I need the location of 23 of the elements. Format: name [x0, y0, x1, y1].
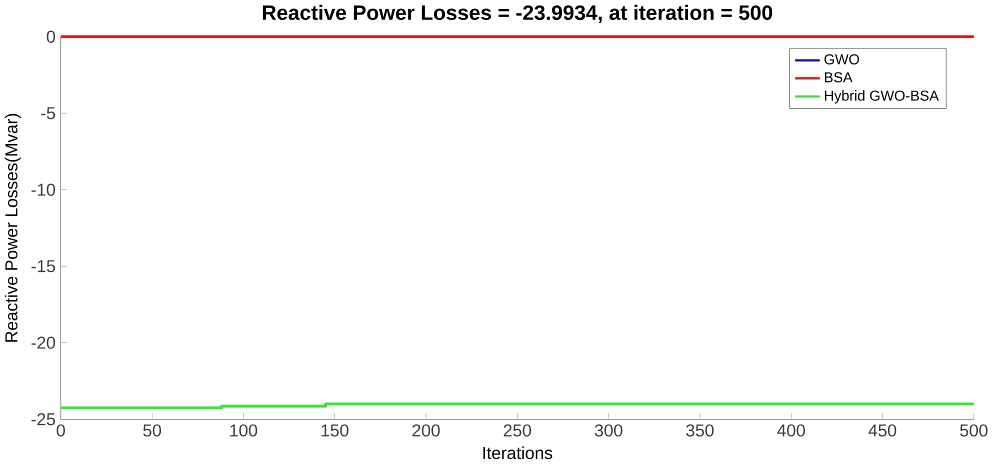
- x-tick-label: 300: [594, 424, 622, 437]
- y-tick-label: -5: [41, 107, 56, 120]
- y-tick-label: -15: [32, 260, 56, 272]
- legend-label: GWO: [824, 54, 860, 64]
- y-tick-label: -20: [32, 336, 56, 349]
- y-tick-label: -10: [32, 184, 56, 196]
- x-tick-label: 400: [777, 424, 805, 437]
- x-tick-label: 150: [322, 424, 348, 437]
- legend-label: BSA: [824, 72, 853, 82]
- chart-title: Reactive Power Losses = -23.9934, at iteration = 500: [262, 4, 772, 24]
- x-tick-label: 450: [868, 424, 896, 437]
- x-tick-label: 0: [56, 424, 65, 437]
- x-tick-label: 50: [143, 424, 162, 437]
- x-tick-label: 500: [960, 424, 988, 437]
- y-tick-label: -25: [32, 413, 56, 426]
- x-tick-label: 200: [412, 424, 440, 437]
- x-tick-label: 100: [230, 424, 258, 437]
- legend-label: Hybrid GWO-BSA: [824, 90, 939, 104]
- y-tick-label: 0: [46, 30, 56, 43]
- y-axis-title: Reactive Power Losses(Mvar): [4, 114, 21, 342]
- x-tick-label: 350: [686, 424, 714, 437]
- x-axis-title: Iterations: [483, 446, 552, 460]
- x-tick-label: 250: [504, 424, 532, 437]
